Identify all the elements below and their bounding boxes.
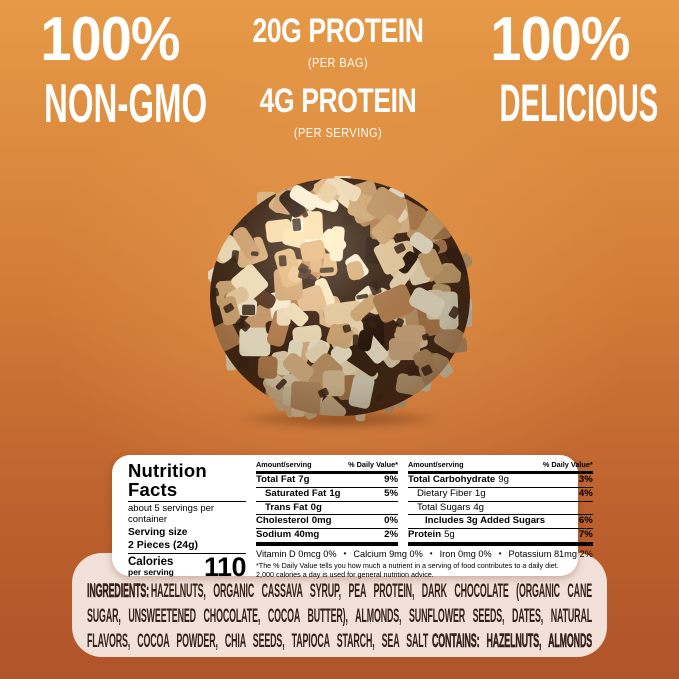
nutrition-facts-table: Amount/serving % Daily Value* Total Fat 7… bbox=[256, 461, 593, 578]
ingredients-line-3: FLAVORS, COCOA POWDER, CHIA SEEDS, TAPIO… bbox=[87, 631, 593, 653]
micronutrients-row: Vitamin D 0mcg 0% • Calcium 9mg 0% • Iron 0m… bbox=[256, 548, 593, 559]
divider bbox=[128, 552, 246, 554]
claim-protein: 20G PROTEIN (PER BAG) 4G PROTEIN (PER SE… bbox=[228, 12, 448, 140]
claim-protein-serving: 4G PROTEIN bbox=[259, 82, 417, 120]
nutrient-row-added-sugars: Includes 3g Added Sugars 6% bbox=[408, 515, 593, 530]
nutrient-row-cholesterol: Cholesterol 0mg 0% bbox=[256, 515, 398, 530]
calories-sublabel: per serving bbox=[128, 566, 174, 577]
ingredients-line-1: INGREDIENTS:HAZELNUTS, ORGANIC CASSAVA S… bbox=[87, 581, 593, 603]
claim-protein-bag: 20G PROTEIN bbox=[252, 12, 424, 50]
ingredients-text: INGREDIENTS:HAZELNUTS, ORGANIC CASSAVA S… bbox=[87, 579, 592, 654]
calories-row: Calories per serving 110 bbox=[128, 551, 247, 582]
claim-protein-serving-sub: (PER SERVING) bbox=[293, 125, 383, 140]
divider bbox=[128, 501, 246, 502]
contains-label: CONTAINS: HAZELNUTS, ALMONDS bbox=[431, 631, 593, 653]
nutrition-column-left: Amount/serving % Daily Value* Total Fat 7… bbox=[256, 461, 398, 546]
claim-left-percent: 100% bbox=[40, 5, 180, 74]
column-header-amount: Amount/serving bbox=[408, 460, 464, 469]
serving-size-value: 2 Pieces (24g) bbox=[128, 538, 199, 551]
product-photo-protein-ball bbox=[208, 176, 472, 430]
protein-ball-illustration bbox=[208, 176, 472, 422]
claim-delicious: 100% DELICIOUS bbox=[450, 5, 670, 133]
column-header-dv: % Daily Value* bbox=[542, 460, 593, 469]
bullet-separator: • bbox=[429, 548, 433, 558]
nutrition-facts-title-line1: Nutrition bbox=[128, 460, 207, 481]
daily-value-footnote: *The % Daily Value tells you how much a … bbox=[256, 560, 559, 579]
column-header-dv: % Daily Value* bbox=[348, 460, 398, 469]
ingredients-line-2: SUGAR, UNSWEETENED CHOCOLATE, COCOA BUTT… bbox=[87, 606, 593, 627]
calories-label: Calories bbox=[128, 555, 174, 568]
calories-value: 110 bbox=[203, 551, 247, 582]
nutrient-row-saturated-fat: Saturated Fat 1g 5% bbox=[256, 488, 398, 502]
servings-per-container: about 5 servings per container bbox=[128, 503, 215, 525]
nutrient-row-sodium: Sodium 40mg 2% bbox=[256, 529, 398, 541]
claim-non-gmo: 100% NON-GMO bbox=[0, 5, 220, 134]
nutrient-row-trans-fat: Trans Fat 0g bbox=[256, 502, 398, 516]
nutrient-row-dietary-fiber: Dietary Fiber 1g 4% bbox=[408, 488, 593, 502]
serving-size-label: Serving size bbox=[128, 527, 188, 538]
column-header-amount: Amount/serving bbox=[256, 460, 312, 469]
claim-protein-bag-sub: (PER BAG) bbox=[307, 55, 369, 70]
nutrient-row-total-sugars: Total Sugars 4g bbox=[408, 502, 593, 516]
nutrition-facts-left-block: Nutrition Facts about 5 servings per con… bbox=[128, 460, 247, 580]
nutrient-row-total-fat: Total Fat 7g 9% bbox=[256, 474, 398, 488]
nutrient-row-protein: Protein 5g 7% bbox=[408, 529, 593, 541]
nutrition-facts-panel: Nutrition Facts about 5 servings per con… bbox=[112, 455, 593, 580]
nutrient-row-total-carbohydrate: Total Carbohydrate 9g 3% bbox=[408, 474, 593, 488]
bullet-separator: • bbox=[498, 548, 502, 558]
nutrition-facts-title-line2: Facts bbox=[128, 479, 178, 500]
claim-left-label: NON-GMO bbox=[44, 72, 208, 134]
bullet-separator: • bbox=[343, 548, 347, 558]
ingredients-label: INGREDIENTS: bbox=[87, 581, 149, 603]
claim-right-label: DELICIOUS bbox=[499, 74, 659, 133]
claim-right-percent: 100% bbox=[490, 5, 630, 74]
nutrition-column-right: Amount/serving % Daily Value* Total Carb… bbox=[408, 461, 593, 546]
header-claims: 100% NON-GMO 20G PROTEIN (PER BAG) 4G PR… bbox=[0, 0, 679, 150]
